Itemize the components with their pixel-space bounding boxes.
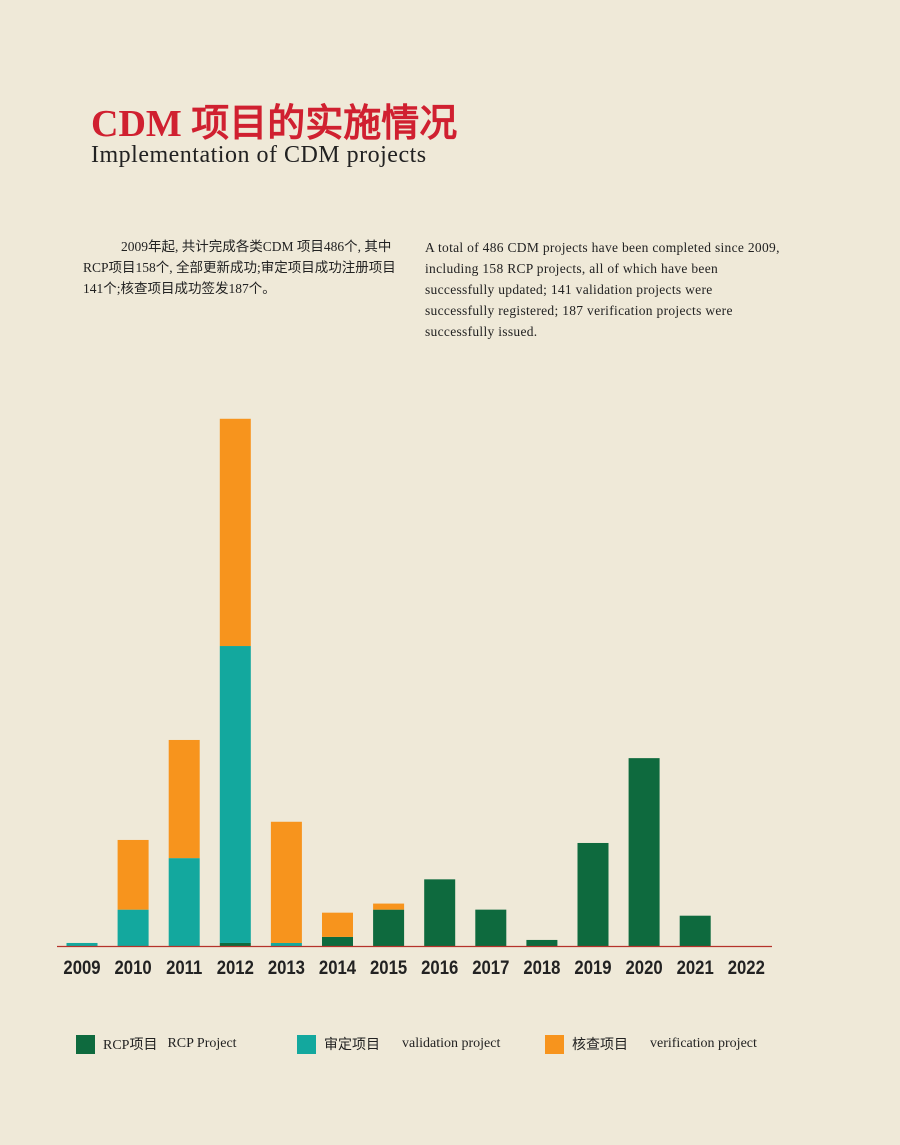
- bar-2021-series-0: [679, 915, 711, 946]
- intro-text-en: A total of 486 CDM projects have been co…: [425, 240, 780, 339]
- page-title-cn: CDM 项目的实施情况: [91, 103, 458, 145]
- bar-2010-series-1: [117, 909, 149, 946]
- x-tick-label: 2022: [728, 957, 765, 978]
- bar-2014-series-2: [322, 912, 353, 937]
- bar-2012-series-1: [219, 646, 251, 943]
- x-tick-label: 2011: [166, 957, 202, 978]
- legend-swatch-rcp: [76, 1034, 95, 1054]
- intro-text-cn: 2009年起, 共计完成各类CDM 项目486个, 其中RCP项目158个, 全…: [83, 239, 396, 296]
- bar-2010-series-2: [117, 839, 149, 910]
- x-tick-label: 2010: [115, 957, 152, 978]
- legend-swatch-verification: [545, 1034, 564, 1054]
- x-tick-label: 2012: [217, 957, 254, 978]
- bar-2012-series-0: [219, 942, 251, 946]
- x-tick-label: 2013: [268, 957, 305, 978]
- legend-label-cn: 核查项目: [572, 1038, 628, 1053]
- bar-2019-series-0: [577, 842, 609, 946]
- stacked-bar-chart: 2009 2010 2011 2012 2013 2014 2015 2016 2017 2018…: [57, 418, 772, 978]
- page-title-en: Implementation of CDM projects: [91, 142, 427, 168]
- bar-2015-series-0: [373, 909, 405, 946]
- x-tick-label: 2014: [319, 957, 356, 978]
- bar-2013-series-2: [270, 821, 302, 943]
- x-tick-label: 2009: [63, 957, 100, 978]
- x-tick-label: 2019: [574, 957, 611, 978]
- legend-label-cn: RCP项目: [103, 1038, 158, 1053]
- legend-label-en: validation project: [402, 1036, 501, 1051]
- legend-label-cn: 审定项目: [324, 1038, 380, 1053]
- legend-label-en: RCP Project: [167, 1036, 237, 1051]
- bar-2020-series-0: [628, 758, 660, 946]
- bar-2011-series-2: [168, 739, 200, 859]
- bar-2014-series-0: [322, 936, 353, 946]
- bar-2009-series-1: [66, 942, 98, 946]
- x-tick-label: 2021: [677, 957, 714, 978]
- bar-2015-series-2: [373, 903, 405, 910]
- bar-2012-series-2: [219, 418, 251, 647]
- legend-item-validation: 审定项目 validation project: [297, 1034, 500, 1054]
- bar-2017-series-0: [475, 909, 507, 946]
- x-tick-label: 2017: [472, 957, 509, 978]
- bar-2013-series-1: [270, 942, 302, 946]
- bar-2011-series-1: [168, 858, 200, 946]
- x-tick-label: 2020: [626, 957, 663, 978]
- bar-2016-series-0: [424, 879, 456, 946]
- x-tick-label: 2015: [370, 957, 407, 978]
- legend-item-verification: 核查项目 verification project: [545, 1034, 757, 1054]
- legend-swatch-validation: [297, 1034, 316, 1054]
- legend-item-rcp: RCP项目 RCP Project: [76, 1034, 237, 1054]
- legend-label-en: verification project: [650, 1036, 757, 1051]
- x-tick-label: 2016: [421, 957, 458, 978]
- x-tick-label: 2018: [523, 957, 560, 978]
- bar-2018-series-0: [526, 939, 558, 946]
